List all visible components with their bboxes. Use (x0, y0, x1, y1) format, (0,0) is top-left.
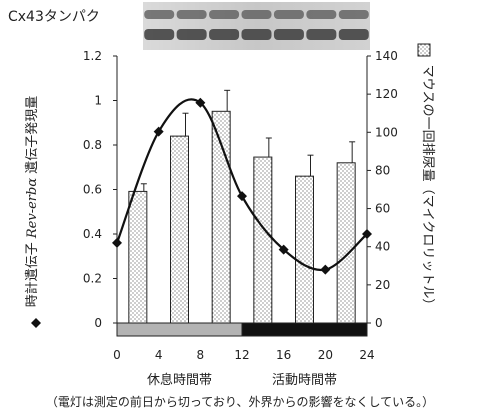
left-axis-title: 時計遺伝子 Rev-erbα 遺伝子発現量 (24, 96, 40, 308)
diamond-point (320, 264, 331, 275)
left-tick-label: 0.2 (83, 272, 102, 286)
x-tick-label: 0 (113, 348, 121, 362)
x-tick-label: 12 (234, 348, 249, 362)
blot-band (273, 29, 304, 40)
diamond-point (112, 237, 122, 248)
blot-band (176, 10, 207, 19)
diamond-point (362, 229, 372, 239)
western-blot-image (143, 2, 370, 50)
rest-period-label: 休息時間帯 (147, 372, 212, 388)
blot-band (338, 10, 369, 19)
right-tick-label: 40 (375, 240, 390, 254)
bar (128, 190, 148, 324)
right-tick-label: 120 (375, 87, 398, 101)
diamond-point (237, 191, 247, 202)
bar (170, 135, 189, 324)
legend-diamond-icon (31, 318, 41, 328)
left-tick-label: 0.8 (83, 138, 102, 152)
blot-background (143, 2, 370, 50)
blot-band (273, 10, 304, 19)
bar (253, 156, 273, 324)
legend-dotted-square-icon (417, 43, 431, 57)
left-tick-label: 1 (94, 94, 102, 108)
active-period-bar (241, 322, 368, 337)
bar (295, 175, 314, 324)
blot-band (144, 29, 175, 40)
blot-band (306, 29, 337, 40)
right-tick-label: 60 (375, 202, 390, 216)
left-tick-label: 0.4 (83, 227, 102, 241)
blot-band (241, 10, 272, 19)
bar (336, 162, 356, 324)
x-tick-label: 24 (359, 348, 374, 362)
x-tick-label: 20 (318, 348, 333, 362)
blot-label: Cx43タンパク (8, 9, 100, 25)
blot-band (144, 10, 175, 19)
right-axis-title: マウスの一回排尿量（マイクロリットル） (420, 65, 435, 312)
diamond-point (195, 97, 206, 108)
blot-band (176, 29, 207, 40)
blot-band (241, 29, 272, 40)
blot-band (338, 29, 369, 40)
right-tick-label: 80 (375, 163, 390, 177)
diamond-point (153, 126, 164, 137)
right-tick-label: 100 (375, 125, 398, 139)
blot-band (306, 10, 337, 19)
blot-band (209, 29, 240, 40)
left-tick-label: 0.6 (83, 183, 102, 197)
expression-curve (115, 98, 368, 272)
x-tick-label: 16 (276, 348, 291, 362)
footnote: （電灯は測定の前日から切っており、外界からの影響をなくしている。） (45, 395, 435, 409)
right-tick-label: 0 (375, 316, 383, 330)
blot-band (209, 10, 240, 19)
x-tick-label: 4 (155, 348, 163, 362)
right-tick-label: 140 (375, 49, 398, 63)
diamond-point (278, 244, 289, 255)
rest-period-bar (116, 322, 243, 337)
right-tick-label: 20 (375, 278, 390, 292)
x-tick-label: 8 (197, 348, 205, 362)
active-period-label: 活動時間帯 (272, 373, 337, 388)
left-tick-label: 1.2 (83, 49, 102, 63)
left-tick-label: 0 (94, 316, 102, 330)
